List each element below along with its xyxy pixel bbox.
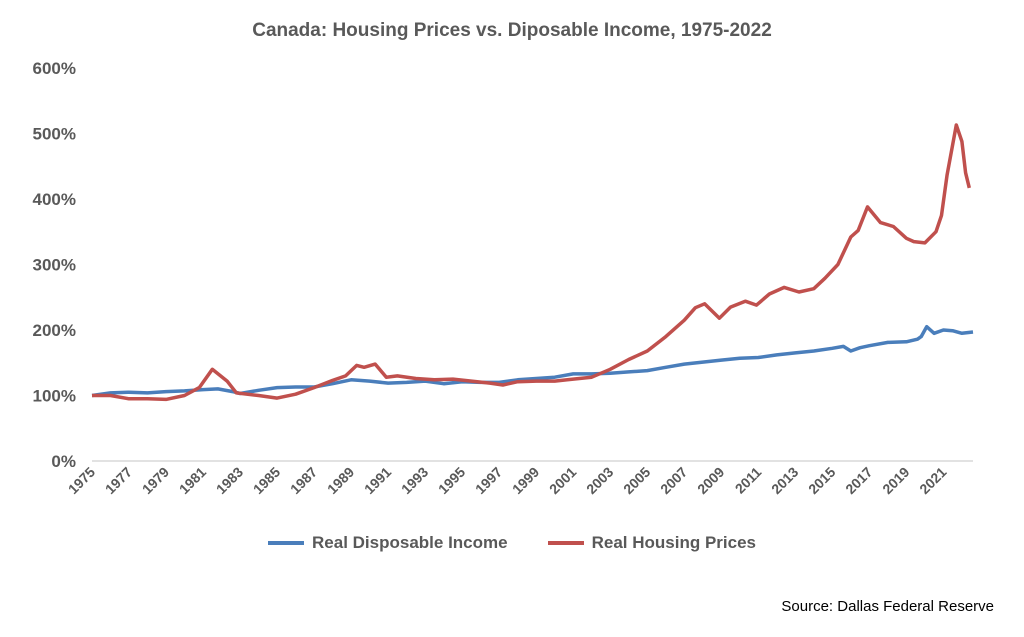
legend-item-income: Real Disposable Income: [268, 533, 508, 553]
legend-label-housing: Real Housing Prices: [591, 533, 756, 552]
chart-title: Canada: Housing Prices vs. Diposable Inc…: [252, 20, 772, 41]
x-tick-label: 1979: [139, 464, 172, 497]
x-tick-label: 1977: [102, 464, 135, 497]
x-tick-label: 1983: [213, 464, 246, 497]
x-tick-label: 1995: [435, 464, 468, 497]
series-line-disposable-income: [91, 324, 974, 398]
y-tick-label: 200%: [33, 321, 76, 340]
x-tick-label: 2007: [657, 464, 690, 497]
x-tick-label: 2011: [732, 464, 765, 497]
y-tick-label: 500%: [33, 125, 76, 144]
x-tick-label: 2003: [583, 464, 616, 497]
legend-swatch-housing: [547, 541, 584, 545]
x-tick-label: 2009: [694, 464, 727, 497]
x-tick-label: 2021: [916, 464, 949, 497]
x-tick-label: 2005: [620, 464, 653, 497]
x-tick-label: 1987: [287, 464, 320, 497]
series-line-housing-prices: [92, 123, 971, 402]
x-tick-label: 2019: [879, 464, 912, 497]
x-tick-label: 1999: [509, 464, 542, 497]
y-tick-label: 0%: [51, 452, 76, 471]
legend-label-income: Real Disposable Income: [312, 533, 508, 552]
x-tick-label: 1989: [324, 464, 357, 497]
legend: Real Disposable Income Real Housing Pric…: [0, 533, 1024, 553]
legend-swatch-income: [268, 541, 305, 545]
y-tick-label: 100%: [33, 387, 76, 406]
x-tick-label: 2013: [768, 464, 801, 497]
x-tick-label: 2015: [805, 464, 838, 497]
y-tick-label: 300%: [33, 256, 76, 275]
x-tick-label: 1993: [398, 464, 431, 497]
x-tick-label: 1997: [472, 464, 505, 497]
y-tick-label: 400%: [33, 190, 76, 209]
x-tick-label: 1991: [361, 464, 394, 497]
x-tick-label: 1981: [176, 464, 209, 497]
source-note: Source: Dallas Federal Reserve: [781, 598, 994, 615]
x-tick-label: 2017: [842, 464, 875, 497]
x-tick-label: 1985: [250, 464, 283, 497]
x-tick-label: 2001: [546, 464, 579, 497]
y-tick-label: 600%: [33, 59, 76, 78]
legend-item-housing: Real Housing Prices: [547, 533, 756, 553]
